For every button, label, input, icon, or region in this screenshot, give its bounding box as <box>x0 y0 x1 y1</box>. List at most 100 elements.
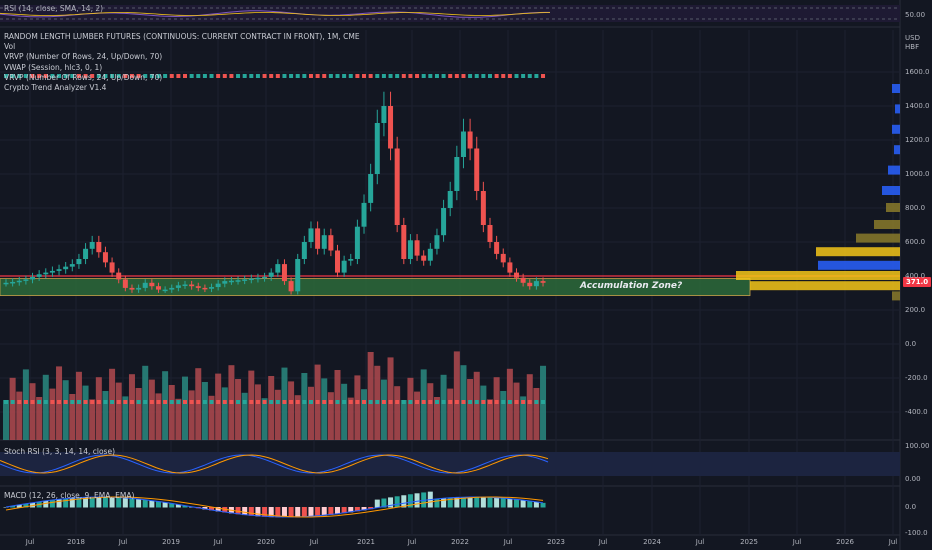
candle-body <box>228 280 234 283</box>
macd-histogram-bar <box>142 499 148 508</box>
volume-bar <box>288 381 295 440</box>
macd-histogram-bar <box>460 497 466 508</box>
macd-histogram-bar <box>474 497 480 508</box>
volume-bar <box>75 371 82 440</box>
volume-bar <box>440 374 447 440</box>
currency-sub-label: HBF <box>905 43 920 51</box>
macd-histogram-bar <box>414 493 420 508</box>
volume-dot <box>17 400 22 404</box>
indicator-crypto-trend[interactable]: Crypto Trend Analyzer V1.4 <box>4 83 107 93</box>
macd-histogram-bar <box>388 497 394 508</box>
stoch-k-line <box>0 454 549 474</box>
volume-bar <box>241 392 248 440</box>
trend-dot <box>315 74 320 78</box>
volume-dot <box>454 400 459 404</box>
volume-dot <box>4 400 8 404</box>
volume-bar <box>95 377 102 440</box>
indicator-vwap[interactable]: VWAP (Session, hlc3, 0, 1) <box>4 62 103 72</box>
macd-title[interactable]: MACD (12, 26, close, 9, EMA, EMA) <box>4 491 135 500</box>
price-axis-label: 200.0 <box>905 306 926 314</box>
volume-dot <box>282 400 287 404</box>
candle-body <box>500 253 506 263</box>
volume-bar <box>62 380 69 440</box>
candle-body <box>43 272 49 275</box>
volume-dot <box>275 400 280 404</box>
indicator-vrvp-2[interactable]: VRVP (Number Of Rows, 24, Up/Down, 70) <box>4 72 163 82</box>
trend-dot <box>434 74 439 78</box>
volume-bar <box>486 399 493 440</box>
volume-dot <box>269 400 274 404</box>
volume-dot <box>322 400 327 404</box>
volume-bar <box>36 397 43 440</box>
candle-body <box>49 270 55 273</box>
candle-body <box>460 131 466 157</box>
volume-dot <box>209 400 214 404</box>
volume-dot <box>222 400 227 404</box>
volume-dot <box>50 400 55 404</box>
candle-body <box>195 286 201 288</box>
macd-histogram-bar <box>348 507 354 513</box>
macd-histogram-bar <box>76 497 82 508</box>
volume-profile-bar <box>892 291 900 301</box>
macd-histogram-bar <box>520 500 526 508</box>
trend-dot <box>348 74 353 78</box>
candle-body <box>69 264 75 267</box>
trend-dot <box>50 74 55 78</box>
trend-dot <box>328 74 333 78</box>
macd-line <box>5 496 544 518</box>
stoch-d-line <box>0 454 549 474</box>
indicator-vol[interactable]: Vol <box>4 42 16 52</box>
volume-bar <box>195 368 202 440</box>
candle-body <box>441 208 447 236</box>
volume-bar <box>433 397 440 440</box>
candle-body <box>109 262 115 273</box>
price-axis-label: 800.0 <box>905 204 926 212</box>
volume-profile-bar <box>856 233 900 243</box>
macd-histogram-bar <box>16 504 22 508</box>
volume-bar <box>513 382 520 440</box>
candle-body <box>142 282 148 288</box>
candle-body <box>16 280 22 283</box>
volume-bar <box>361 389 368 440</box>
candle-body <box>467 131 473 149</box>
volume-dot <box>428 400 433 404</box>
unit-label: USD <box>905 34 920 42</box>
trend-dot <box>163 74 168 78</box>
price-axis-label: 400.0 <box>905 272 926 280</box>
volume-bar <box>69 394 76 440</box>
volume-profile-bar <box>892 124 900 134</box>
volume-dot <box>487 400 492 404</box>
candle-body <box>308 228 314 242</box>
macd-histogram-bar <box>215 507 221 512</box>
volume-bar <box>301 373 308 440</box>
trend-dot <box>388 74 393 78</box>
volume-bar <box>135 388 142 440</box>
time-axis-label: 2023 <box>547 538 565 546</box>
volume-dot <box>123 400 128 404</box>
symbol-title[interactable]: RANDOM LENGTH LUMBER FUTURES (CONTINUOUS… <box>4 32 360 41</box>
candle-body <box>520 277 526 283</box>
trend-dot <box>401 74 406 78</box>
trend-dot <box>342 74 347 78</box>
volume-dot <box>315 400 320 404</box>
volume-bar <box>341 383 348 440</box>
trend-dot <box>37 74 42 78</box>
price-axis-label: 1400.0 <box>905 102 930 110</box>
volume-bar <box>473 371 480 440</box>
candle-body <box>487 225 493 242</box>
volume-bar <box>248 370 255 440</box>
macd-histogram-bar <box>301 507 307 518</box>
macd-histogram-bar <box>354 507 360 512</box>
time-axis-label: Jul <box>888 538 898 546</box>
indicator-vrvp[interactable]: VRVP (Number Of Rows, 24, Up/Down, 70) <box>4 52 163 62</box>
macd-histogram-bar <box>129 498 135 508</box>
stoch-title[interactable]: Stoch RSI (3, 3, 14, 14, close) <box>4 447 115 456</box>
volume-bar <box>115 382 122 440</box>
macd-histogram-bar <box>447 497 453 508</box>
volume-dot <box>183 400 188 404</box>
trend-dot <box>156 74 161 78</box>
trend-dot <box>216 74 221 78</box>
trend-dot <box>103 74 108 78</box>
macd-histogram-bar <box>361 507 367 511</box>
